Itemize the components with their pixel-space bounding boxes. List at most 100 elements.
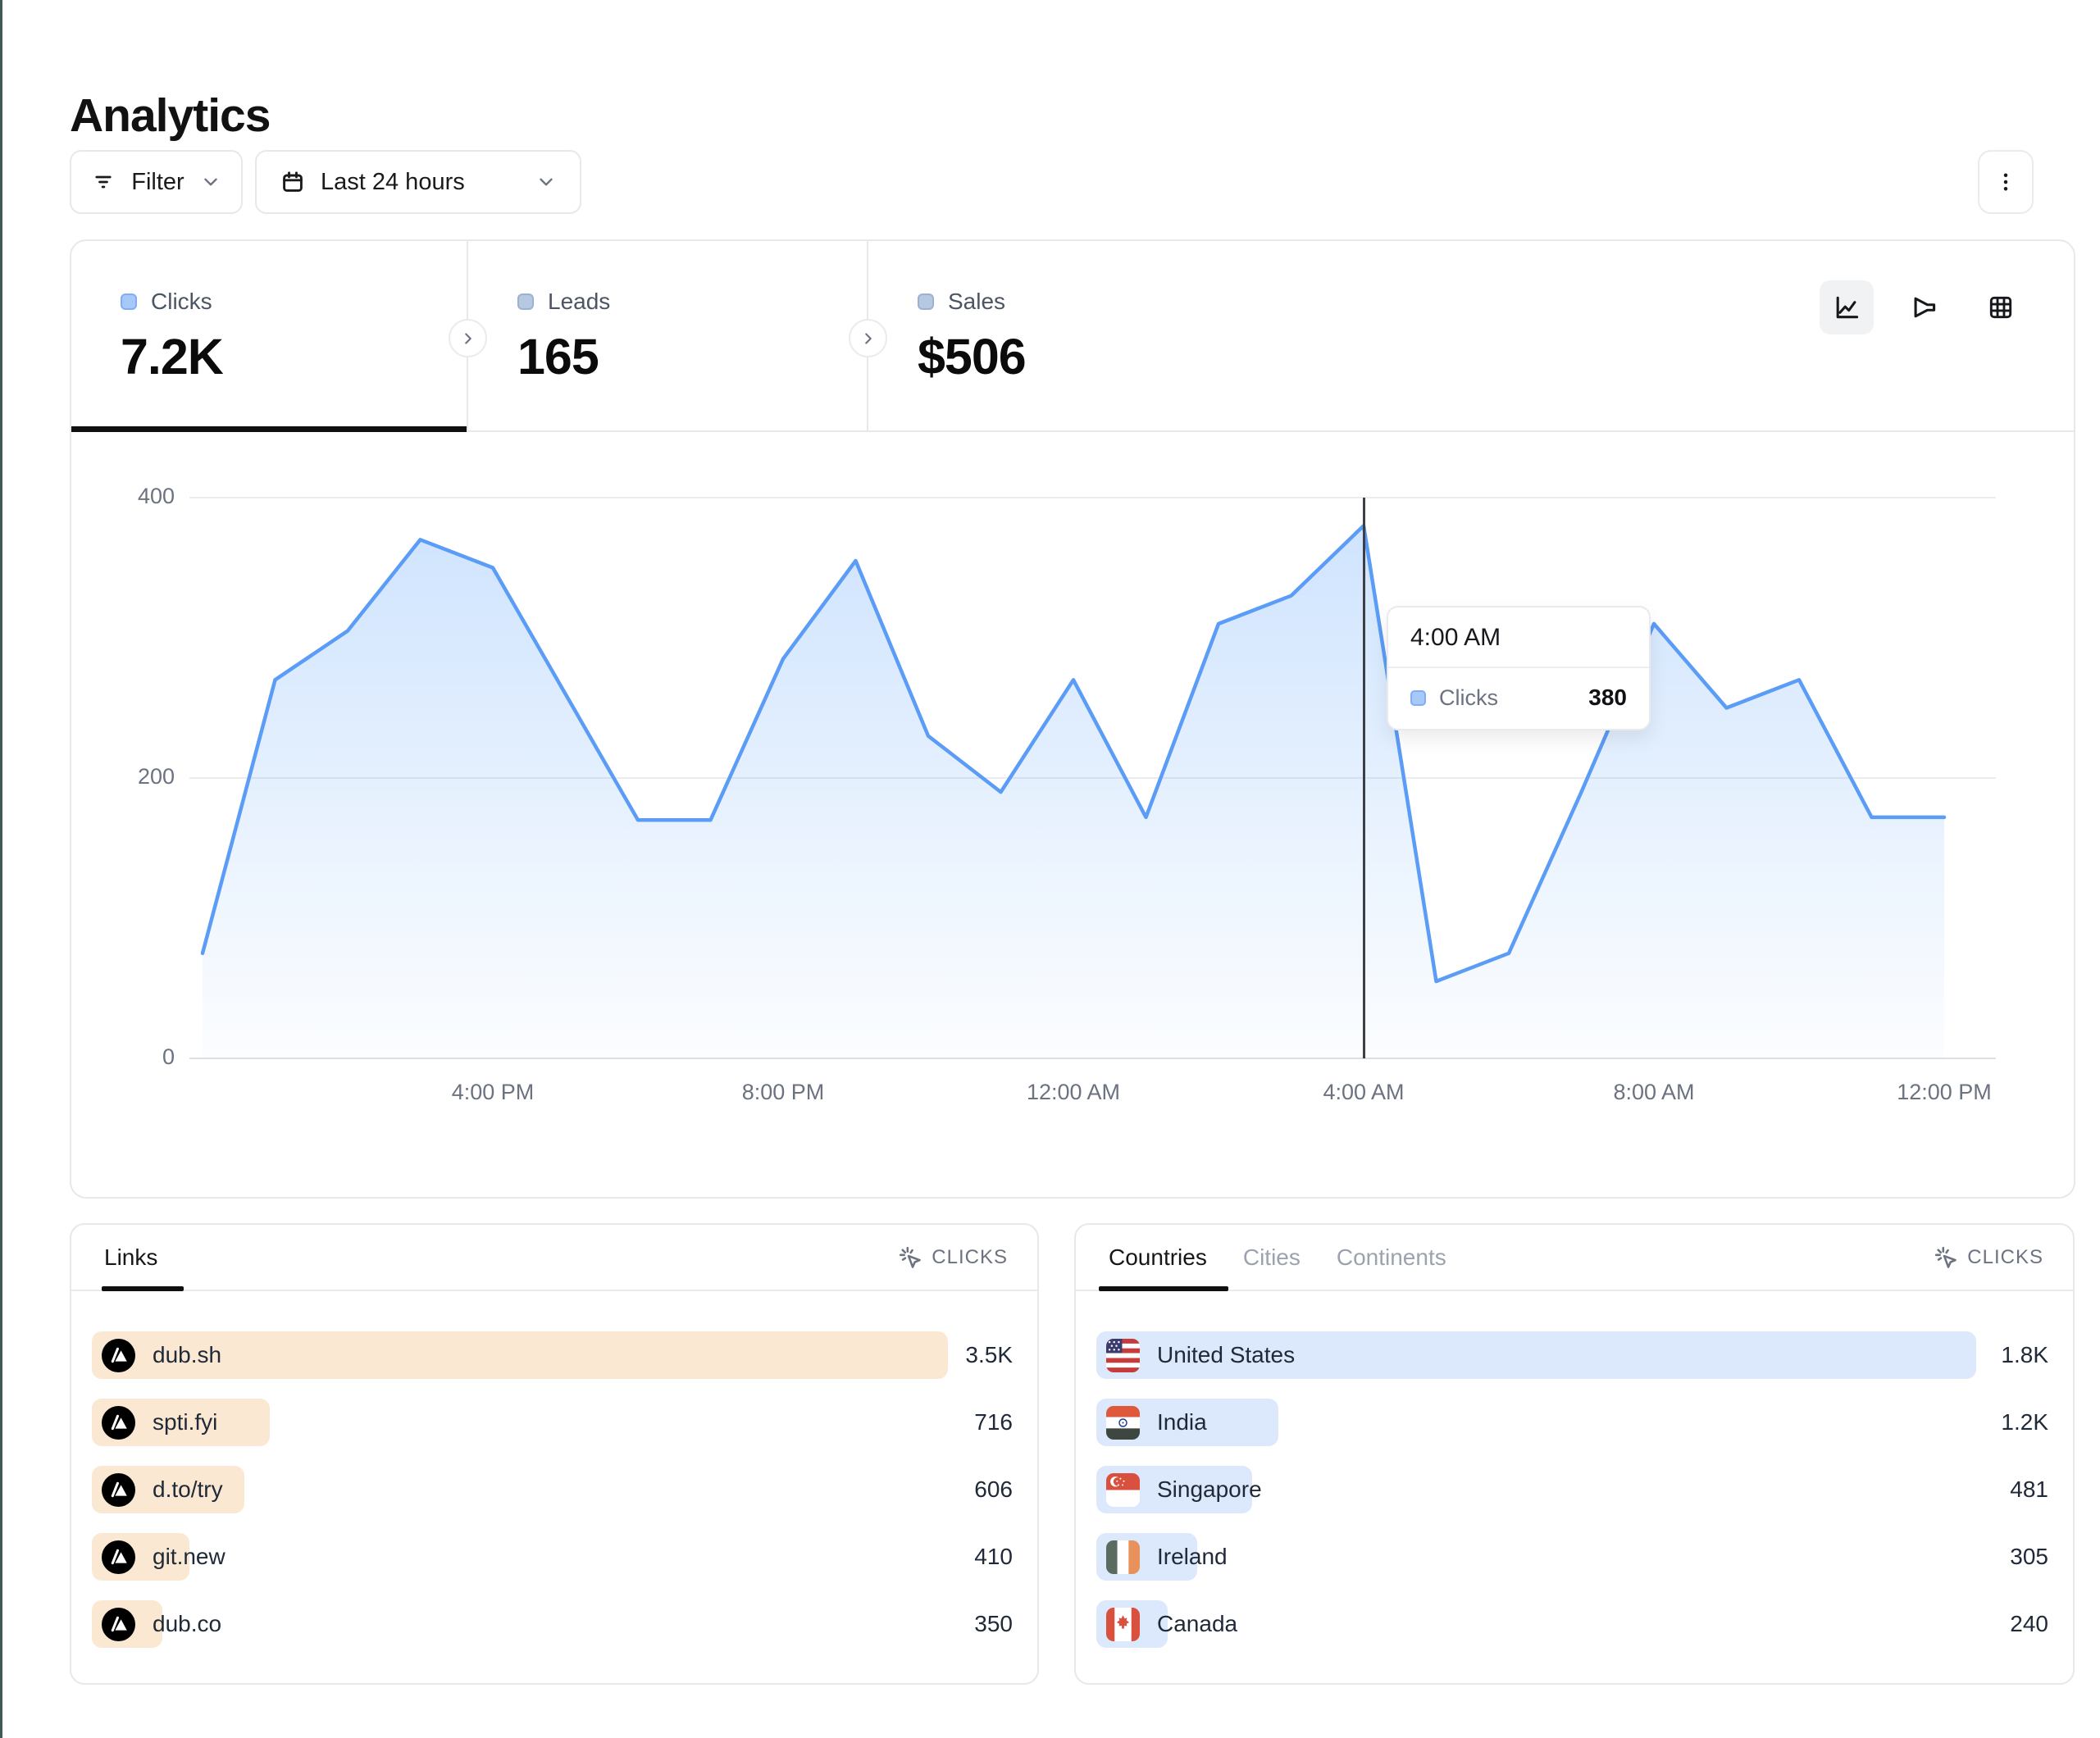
y-axis-tick-400: 400 bbox=[137, 484, 175, 508]
stat-value: 165 bbox=[517, 329, 599, 384]
tab-continents[interactable]: Continents bbox=[1336, 1244, 1446, 1270]
country-row[interactable]: United States 1.8K bbox=[1096, 1331, 2048, 1379]
date-range-button[interactable]: Last 24 hours bbox=[255, 150, 581, 214]
stat-label: Clicks bbox=[151, 289, 212, 314]
country-clicks: 1.8K bbox=[2001, 1342, 2048, 1367]
country-clicks: 240 bbox=[2010, 1611, 2048, 1636]
country-clicks: 1.2K bbox=[2001, 1409, 2048, 1435]
chart-tooltip: 4:00 AM Clicks 380 bbox=[1387, 606, 1651, 730]
dub-logo-icon bbox=[102, 1472, 135, 1507]
link-clicks: 350 bbox=[974, 1611, 1013, 1636]
dub-logo-icon bbox=[102, 1607, 135, 1641]
cursor-click-icon bbox=[1933, 1244, 1959, 1271]
kebab-menu-icon bbox=[1993, 170, 2018, 194]
countries-list: United States 1.8K India 1.2K bbox=[1096, 1331, 2048, 1667]
country-label: United States bbox=[1157, 1342, 1296, 1367]
chevron-down-icon bbox=[535, 171, 557, 193]
country-clicks: 305 bbox=[2010, 1544, 2048, 1569]
date-range-label: Last 24 hours bbox=[321, 168, 465, 195]
countries-metric-selector[interactable]: CLICKS bbox=[1933, 1244, 2043, 1271]
tab-divider bbox=[449, 241, 487, 430]
sales-legend-swatch bbox=[918, 293, 934, 310]
x-axis-tick: 4:00 PM bbox=[451, 1080, 535, 1104]
hover-crosshair bbox=[1362, 498, 1365, 1058]
flag-india-icon bbox=[1106, 1405, 1140, 1440]
tab-clicks[interactable]: Clicks 7.2K bbox=[71, 241, 467, 432]
flag-us-icon bbox=[1106, 1338, 1140, 1372]
country-row[interactable]: Canada 240 bbox=[1096, 1600, 2048, 1648]
window-edge-accent bbox=[0, 0, 2, 1738]
link-label: spti.fyi bbox=[153, 1409, 218, 1435]
country-row[interactable]: India 1.2K bbox=[1096, 1399, 2048, 1446]
dub-logo-icon bbox=[102, 1338, 135, 1372]
active-tab-underline bbox=[71, 426, 467, 432]
filter-button-label: Filter bbox=[131, 168, 184, 195]
table-view-button[interactable] bbox=[1974, 280, 2028, 334]
funnel-chart-view-button[interactable] bbox=[1897, 280, 1951, 334]
line-chart-view-button[interactable] bbox=[1820, 280, 1874, 334]
tab-links[interactable]: Links bbox=[104, 1244, 158, 1270]
tooltip-value: 380 bbox=[1588, 685, 1627, 710]
link-label: dub.sh bbox=[153, 1342, 222, 1367]
x-axis-tick: 8:00 AM bbox=[1613, 1080, 1695, 1104]
tab-leads[interactable]: Leads 165 bbox=[468, 241, 867, 430]
stat-tabs-row: Clicks 7.2K Leads 165 bbox=[71, 241, 2074, 432]
cursor-click-icon bbox=[897, 1244, 923, 1271]
expand-sales-button[interactable] bbox=[849, 319, 887, 357]
clicks-time-series-chart[interactable]: 400 200 0 4:00 PM 8:00 PM 12:00 AM 4:00 … bbox=[71, 432, 2074, 1197]
analytics-card: Clicks 7.2K Leads 165 bbox=[70, 239, 2075, 1199]
country-row[interactable]: Ireland 305 bbox=[1096, 1533, 2048, 1581]
stat-value: $506 bbox=[918, 329, 1027, 384]
countries-panel: Countries Cities Continents CLICKS Uni bbox=[1074, 1223, 2075, 1685]
links-metric-selector[interactable]: CLICKS bbox=[897, 1244, 1008, 1271]
y-axis-tick-0: 0 bbox=[162, 1044, 175, 1069]
clicks-legend-swatch bbox=[121, 293, 137, 310]
tab-countries[interactable]: Countries bbox=[1109, 1244, 1207, 1270]
x-axis-tick: 4:00 AM bbox=[1323, 1080, 1405, 1104]
link-label: dub.co bbox=[153, 1611, 222, 1636]
active-tab-underline bbox=[1099, 1286, 1228, 1291]
tooltip-series-label: Clicks bbox=[1439, 685, 1498, 710]
link-row[interactable]: spti.fyi 716 bbox=[92, 1399, 1013, 1446]
more-options-button[interactable] bbox=[1978, 150, 2034, 214]
filter-button[interactable]: Filter bbox=[70, 150, 243, 214]
country-row[interactable]: Singapore 481 bbox=[1096, 1466, 2048, 1513]
link-label: d.to/try bbox=[153, 1476, 223, 1502]
x-axis-tick: 12:00 PM bbox=[1897, 1080, 1992, 1104]
flag-ireland-icon bbox=[1106, 1540, 1140, 1574]
link-row[interactable]: dub.sh 3.5K bbox=[92, 1331, 1013, 1379]
flag-singapore-icon bbox=[1106, 1472, 1140, 1507]
links-panel-header: Links CLICKS bbox=[71, 1225, 1037, 1291]
country-label: Canada bbox=[1157, 1611, 1238, 1636]
dub-logo-icon bbox=[102, 1540, 135, 1574]
x-axis-tick: 12:00 AM bbox=[1026, 1080, 1121, 1104]
tooltip-series-swatch bbox=[1410, 689, 1426, 706]
country-bar bbox=[1096, 1331, 1976, 1379]
tooltip-time: 4:00 AM bbox=[1410, 624, 1501, 651]
link-row[interactable]: git.new 410 bbox=[92, 1533, 1013, 1581]
link-clicks: 3.5K bbox=[965, 1342, 1013, 1367]
stat-label: Leads bbox=[548, 289, 611, 314]
stat-label: Sales bbox=[948, 289, 1006, 314]
chart-type-toggle bbox=[1820, 280, 2028, 334]
stat-value: 7.2K bbox=[121, 329, 224, 384]
link-clicks: 716 bbox=[974, 1409, 1013, 1435]
link-row[interactable]: dub.co 350 bbox=[92, 1600, 1013, 1648]
link-row[interactable]: d.to/try 606 bbox=[92, 1466, 1013, 1513]
filter-icon bbox=[91, 170, 116, 194]
country-clicks: 481 bbox=[2010, 1476, 2048, 1502]
countries-panel-header: Countries Cities Continents CLICKS bbox=[1076, 1225, 2073, 1291]
clicks-line-series bbox=[200, 523, 1947, 984]
links-list: dub.sh 3.5K spti.fyi 716 d.to/try 606 bbox=[92, 1331, 1013, 1667]
calendar-icon bbox=[280, 169, 306, 195]
metric-label: CLICKS bbox=[932, 1245, 1008, 1268]
link-label: git.new bbox=[153, 1544, 225, 1569]
tab-cities[interactable]: Cities bbox=[1242, 1244, 1301, 1270]
expand-leads-button[interactable] bbox=[449, 319, 487, 357]
chevron-down-icon bbox=[200, 171, 221, 193]
tab-sales[interactable]: Sales $506 bbox=[868, 241, 1268, 430]
metric-label: CLICKS bbox=[1967, 1245, 2043, 1268]
dub-logo-icon bbox=[102, 1405, 135, 1440]
country-label: Singapore bbox=[1157, 1476, 1262, 1502]
